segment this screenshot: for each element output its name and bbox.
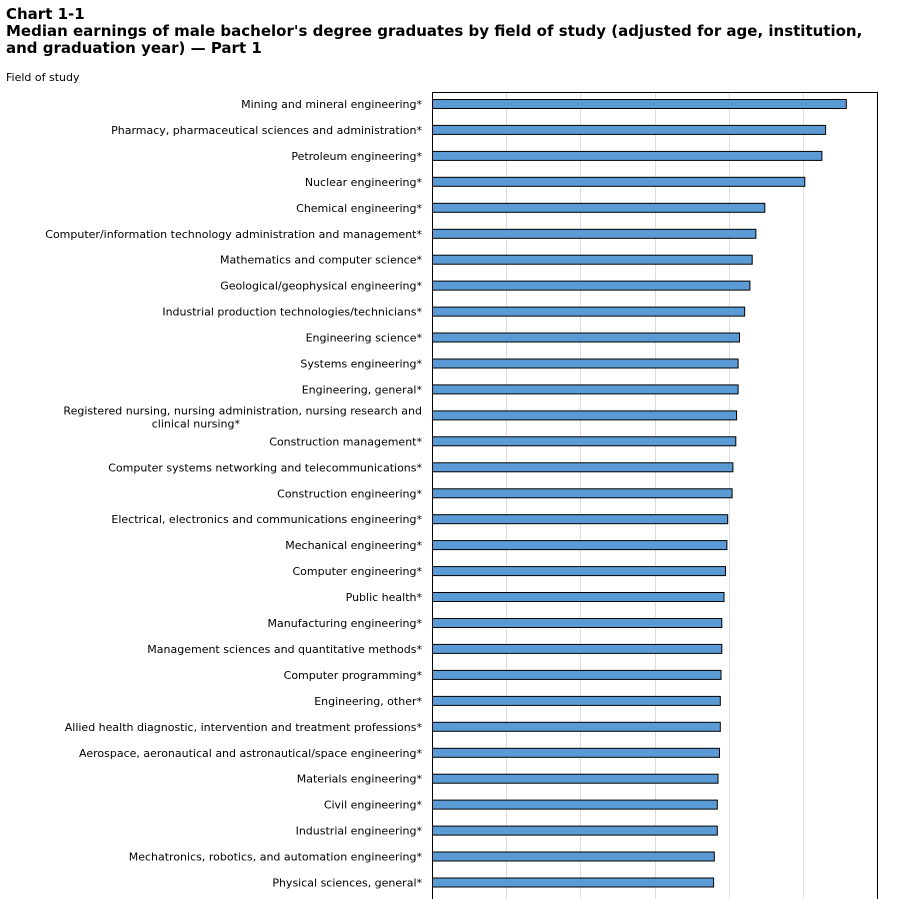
bar xyxy=(432,488,733,499)
bar xyxy=(432,462,734,473)
category-label: Materials engineering* xyxy=(297,773,423,786)
bar xyxy=(432,643,723,654)
category-label: Pharmacy, pharmaceutical sciences and ad… xyxy=(111,124,422,137)
category-label: Computer systems networking and telecomm… xyxy=(108,461,422,474)
bar xyxy=(432,124,827,135)
category-label: Computer programming* xyxy=(284,669,423,682)
category-label: Allied health diagnostic, intervention a… xyxy=(65,721,423,734)
category-label: Computer/information technology administ… xyxy=(45,228,422,241)
bar xyxy=(432,747,720,758)
bar xyxy=(432,540,728,551)
chart-number: Chart 1-1 xyxy=(6,5,85,23)
category-label: Public health* xyxy=(346,591,423,604)
category-label: Mining and mineral engineering* xyxy=(241,98,422,111)
category-label: Management sciences and quantitative met… xyxy=(147,643,422,656)
bar xyxy=(432,514,729,525)
bar xyxy=(432,280,751,291)
chart-title: Median earnings of male bachelor's degre… xyxy=(6,22,863,57)
bar xyxy=(432,176,806,187)
bar xyxy=(432,851,715,862)
bar xyxy=(432,228,757,239)
category-label: Mechatronics, robotics, and automation e… xyxy=(129,851,423,864)
category-label: Construction management* xyxy=(269,435,422,448)
category-label: Chemical engineering* xyxy=(296,202,422,215)
bar xyxy=(432,618,723,628)
category-label: Manufacturing engineering* xyxy=(268,617,423,630)
category-label: Engineering, general* xyxy=(302,383,423,396)
bar xyxy=(432,566,726,577)
category-label: Petroleum engineering* xyxy=(291,150,422,163)
bar xyxy=(432,150,823,161)
bar xyxy=(432,254,753,265)
bar xyxy=(432,877,715,888)
category-label: Systems engineering* xyxy=(300,358,422,371)
category-label: Electrical, electronics and communicatio… xyxy=(111,513,422,526)
bar xyxy=(432,721,721,732)
category-label: Industrial engineering* xyxy=(296,825,423,838)
bar xyxy=(432,592,725,602)
category-label: Registered nursing, nursing administrati… xyxy=(63,404,422,430)
bar xyxy=(432,358,739,369)
category-label: Mechanical engineering* xyxy=(285,539,422,552)
category-label: Mathematics and computer science* xyxy=(220,254,423,267)
bar xyxy=(432,436,737,447)
category-label: Geological/geophysical engineering* xyxy=(220,280,422,293)
bar xyxy=(432,384,739,395)
category-label: Engineering, other* xyxy=(314,695,422,708)
category-label: Civil engineering* xyxy=(324,799,423,812)
category-label: Computer engineering* xyxy=(293,565,423,578)
y-axis-caption: Field of study xyxy=(6,71,80,84)
bar xyxy=(432,825,718,836)
bar xyxy=(432,799,718,810)
bar xyxy=(432,202,766,213)
bar xyxy=(432,669,722,680)
category-label: Engineering science* xyxy=(306,332,423,345)
bar xyxy=(432,410,738,421)
category-label: Physical sciences, general* xyxy=(272,877,422,890)
bar xyxy=(432,695,721,706)
bar xyxy=(432,773,719,784)
bar xyxy=(432,99,847,109)
category-label: Construction engineering* xyxy=(277,487,422,500)
category-label: Nuclear engineering* xyxy=(305,176,423,189)
category-label: Aerospace, aeronautical and astronautica… xyxy=(79,747,422,760)
bar xyxy=(432,306,746,317)
category-label: Industrial production technologies/techn… xyxy=(162,306,422,319)
bar xyxy=(432,332,740,343)
